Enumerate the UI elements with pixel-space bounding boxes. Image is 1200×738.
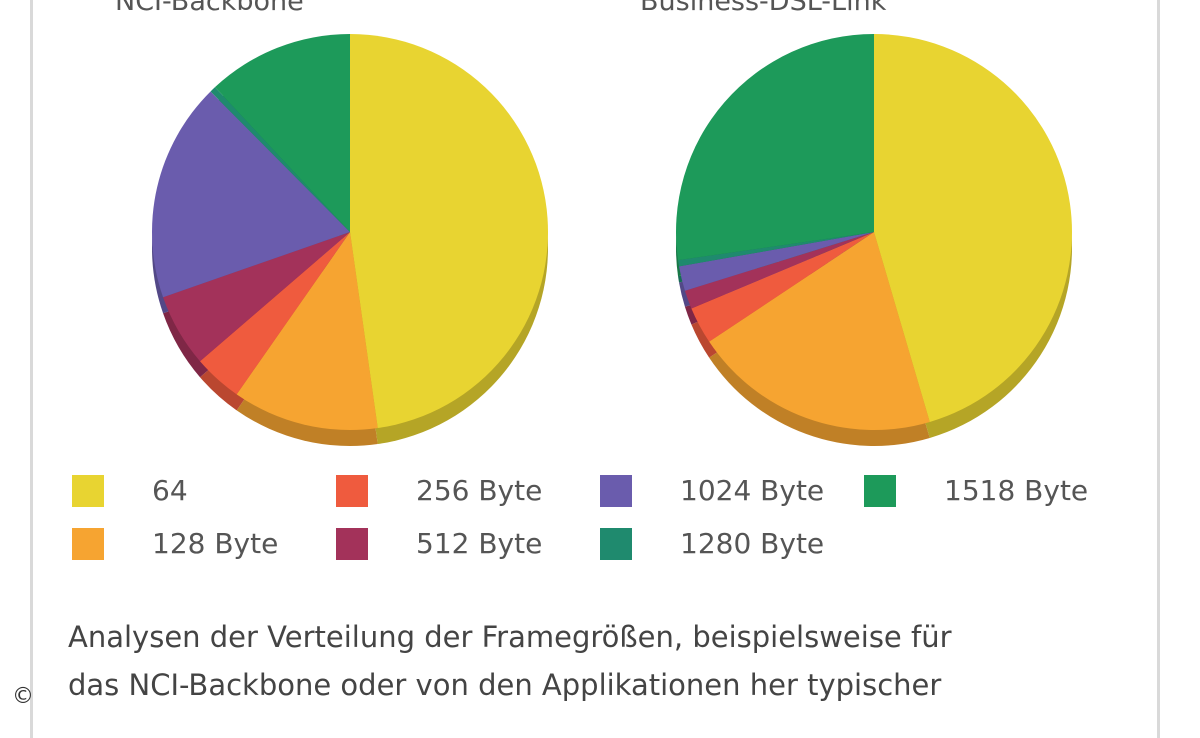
- legend-swatch: [72, 475, 104, 507]
- pie-slice: [163, 232, 350, 362]
- pie-title-business-dsl-link: Business-DSL-Link: [640, 0, 887, 17]
- legend-swatch: [600, 528, 632, 560]
- pie-charts: [152, 34, 1072, 447]
- pie-slice: [215, 34, 350, 232]
- legend-label: 64: [152, 474, 188, 507]
- legend-swatch: [864, 475, 896, 507]
- pie-slice: [691, 232, 874, 342]
- pie-slice: [678, 232, 874, 267]
- pie-slice: [210, 87, 350, 232]
- pie-slice: [199, 232, 350, 395]
- legend-swatch: [72, 528, 104, 560]
- legend-swatch: [600, 475, 632, 507]
- pie-slice: [152, 91, 350, 298]
- caption-line: Analysen der Verteilung der Framegrößen,…: [68, 620, 952, 654]
- pie-title-nci-backbone: NCI-Backbone: [115, 0, 304, 17]
- legend-swatch: [336, 475, 368, 507]
- copyright-mark: ©: [12, 684, 34, 709]
- pie-slice: [676, 34, 874, 261]
- legend-label: 1280 Byte: [680, 527, 825, 560]
- legend-label: 512 Byte: [416, 527, 543, 560]
- pie-slice: [709, 232, 930, 430]
- pie-slice: [350, 34, 548, 429]
- legend-label: 128 Byte: [152, 527, 279, 560]
- caption: Analysen der Verteilung der Framegrößen,…: [68, 613, 1128, 709]
- pie-slice: [236, 232, 378, 430]
- pie-slice: [684, 232, 874, 309]
- pie-slice: [679, 232, 874, 291]
- legend-label: 1024 Byte: [680, 474, 825, 507]
- figure-frame: [30, 0, 1160, 738]
- legend-label: 1518 Byte: [944, 474, 1089, 507]
- pie-slice: [874, 34, 1072, 422]
- legend-swatch: [336, 528, 368, 560]
- caption-line: das NCI-Backbone oder von den Applikatio…: [68, 668, 942, 702]
- legend-label: 256 Byte: [416, 474, 543, 507]
